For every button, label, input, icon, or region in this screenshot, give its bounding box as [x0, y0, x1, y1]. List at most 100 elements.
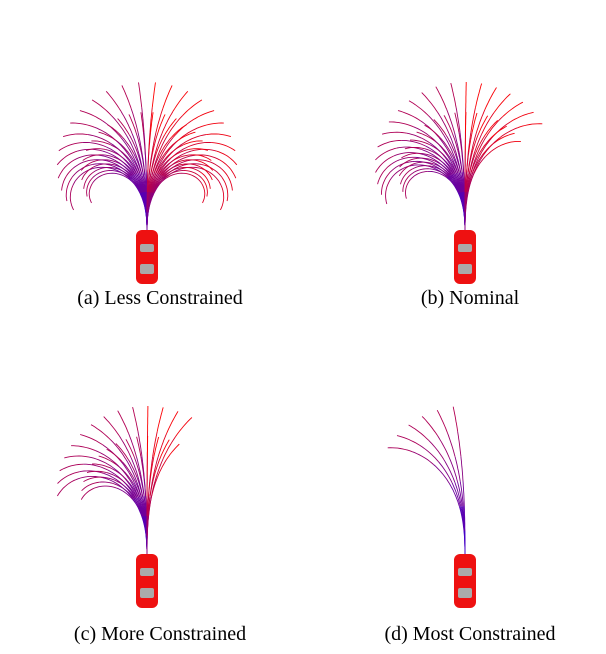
trajectory: [157, 407, 163, 431]
trajectory: [129, 114, 136, 133]
trajectory: [104, 417, 120, 436]
trajectory: [184, 171, 202, 179]
trajectory: [152, 82, 155, 107]
trajectory: [133, 407, 138, 431]
trajectory: [375, 148, 397, 160]
trajectory: [70, 186, 73, 210]
trajectory: [406, 180, 411, 199]
trajectory: [91, 425, 111, 440]
trajectory: [80, 435, 103, 445]
trajectory: [453, 407, 457, 432]
figure: (a) Less Constrained (b) Nominal (c) Mor…: [0, 0, 606, 654]
trajectory: [106, 91, 121, 111]
trajectory: [191, 111, 214, 121]
trajectory: [97, 486, 117, 488]
car-body: [454, 554, 476, 608]
trajectory: [173, 91, 188, 111]
caption: (d) Most Constrained: [384, 623, 555, 645]
trajectory: [59, 143, 82, 151]
trajectory: [167, 411, 178, 433]
trajectory: [70, 123, 94, 127]
trajectory: [167, 444, 180, 459]
car-body: [136, 554, 158, 608]
trajectory: [398, 111, 421, 121]
trajectory: [118, 411, 129, 434]
caption: (a) Less Constrained: [77, 287, 243, 309]
trajectory: [450, 484, 460, 507]
trajectory: [461, 456, 463, 481]
trajectory: [183, 135, 206, 144]
car: [454, 230, 476, 284]
car-window: [140, 568, 154, 576]
trajectory: [82, 482, 100, 491]
trajectories: [57, 406, 192, 556]
trajectory: [382, 132, 407, 134]
trajectory: [146, 172, 147, 192]
trajectory: [448, 433, 456, 457]
trajectory: [437, 410, 447, 433]
trajectory: [145, 152, 146, 172]
trajectory: [502, 141, 521, 145]
trajectories: [375, 82, 542, 232]
trajectory: [511, 112, 534, 121]
trajectory: [80, 111, 103, 121]
car: [136, 230, 158, 284]
car-window: [140, 244, 154, 252]
trajectory: [388, 448, 413, 452]
trajectory: [455, 457, 460, 481]
trajectory: [122, 85, 131, 108]
trajectory: [88, 135, 111, 144]
car: [136, 554, 158, 608]
trajectory: [409, 425, 429, 440]
trajectory: [165, 119, 177, 135]
trajectory: [401, 140, 425, 146]
trajectory: [378, 140, 402, 147]
caption: (c) More Constrained: [74, 623, 246, 645]
trajectory: [485, 145, 501, 157]
trajectory: [168, 116, 183, 136]
caption: (b) Nominal: [421, 287, 520, 309]
trajectory: [451, 83, 456, 107]
trajectories: [57, 82, 237, 232]
trajectory: [186, 173, 202, 183]
trajectory: [82, 143, 106, 148]
trajectory: [63, 134, 88, 137]
car-window: [458, 244, 472, 252]
trajectory: [389, 122, 413, 127]
trajectory: [71, 446, 95, 451]
trajectory: [176, 418, 192, 437]
trajectory: [139, 82, 142, 107]
car-window: [458, 568, 472, 576]
trajectory: [163, 85, 172, 108]
trajectory: [92, 100, 111, 116]
car-body: [136, 230, 158, 284]
trajectory: [118, 119, 130, 135]
trajectory: [158, 114, 165, 133]
trajectory: [57, 151, 77, 165]
trajectory: [386, 180, 391, 204]
trajectory: [400, 158, 418, 167]
car: [454, 554, 476, 608]
trajectory: [409, 101, 429, 116]
trajectory: [199, 123, 223, 127]
trajectory: [397, 436, 420, 446]
trajectory: [188, 143, 212, 148]
trajectory: [439, 462, 453, 483]
trajectory: [216, 151, 236, 165]
trajectory: [438, 436, 450, 458]
trajectory: [60, 464, 84, 471]
trajectory: [496, 133, 514, 141]
trajectory: [92, 173, 108, 183]
trajectory: [183, 100, 202, 116]
trajectory: [503, 102, 523, 117]
trajectory: [220, 186, 223, 210]
trajectory: [485, 88, 497, 110]
trajectory: [212, 143, 235, 151]
trajectory: [518, 124, 543, 128]
trajectory: [475, 84, 481, 108]
car-window: [140, 264, 154, 274]
trajectory: [391, 157, 415, 164]
trajectory: [84, 464, 108, 470]
trajectory: [414, 162, 434, 164]
trajectory: [494, 94, 510, 113]
